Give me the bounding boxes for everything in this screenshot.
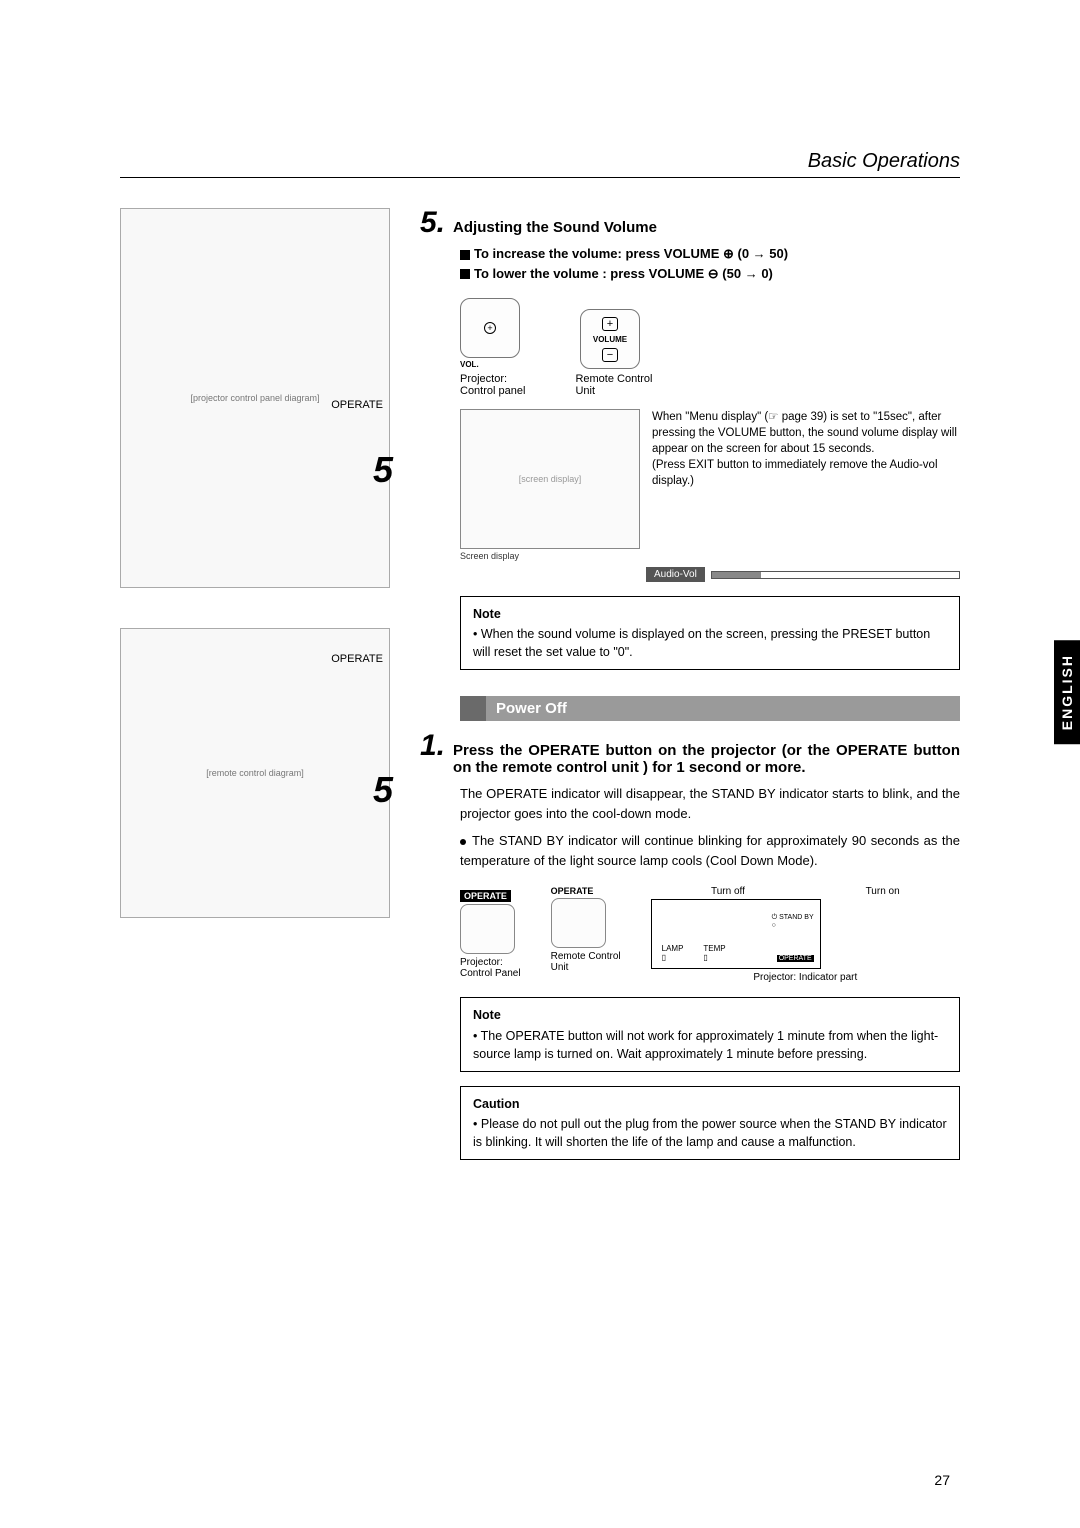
vol-icon-row: + VOL. + VOLUME − bbox=[460, 298, 960, 369]
caution-heading: Caution bbox=[473, 1095, 947, 1113]
plus-btn-icon: + bbox=[602, 317, 618, 331]
indicator-box: ⏻ STAND BY○ LAMP▯ TEMP▯ OPERATE bbox=[651, 899, 821, 969]
increase-line: To increase the volume: press VOLUME ⊕ (… bbox=[474, 246, 788, 261]
projector-vol-icon: + VOL. bbox=[460, 298, 520, 369]
note-body-2: • The OPERATE button will not work for a… bbox=[473, 1027, 947, 1063]
screen-display-illustration: [screen display] bbox=[460, 409, 640, 549]
square-bullet bbox=[460, 250, 470, 260]
turn-on-label: Turn on bbox=[866, 886, 900, 897]
note-heading-1: Note bbox=[473, 605, 947, 623]
operate-row: OPERATE Projector: Control Panel OPERATE… bbox=[460, 886, 960, 983]
step5-num: 5. bbox=[420, 208, 445, 238]
indicator-col: Turn off Turn on ⏻ STAND BY○ LAMP▯ TEMP▯… bbox=[651, 886, 960, 983]
step5-header: 5. Adjusting the Sound Volume bbox=[420, 208, 960, 238]
audio-vol-bar: Audio-Vol bbox=[460, 567, 960, 582]
bullet-dot bbox=[460, 839, 466, 845]
standby-text: STAND BY bbox=[779, 914, 814, 921]
left-column: [projector control panel diagram] OPERAT… bbox=[120, 208, 390, 1160]
operate-proj-col: OPERATE Projector: Control Panel bbox=[460, 886, 521, 979]
poweroff-title: Press the OPERATE button on the projecto… bbox=[453, 742, 960, 776]
poweroff-para1: The OPERATE indicator will disappear, th… bbox=[460, 784, 960, 823]
page-number: 27 bbox=[934, 1472, 950, 1488]
operate-label-inv: OPERATE bbox=[460, 890, 511, 902]
proj-cp-label-2: Projector: Control Panel bbox=[460, 957, 521, 979]
audio-vol-label: Audio-Vol bbox=[646, 567, 705, 582]
step-ref-1: 5 bbox=[373, 449, 393, 491]
remote-diagram: [remote control diagram] OPERATE 5 bbox=[120, 628, 390, 918]
operate-proj-icon bbox=[460, 904, 515, 954]
square-bullet bbox=[460, 269, 470, 279]
remote-unit-label: Remote Control Unit bbox=[575, 373, 652, 397]
vol-label: VOL. bbox=[460, 360, 520, 369]
page-content: Basic Operations [projector control pane… bbox=[120, 150, 960, 1160]
turn-labels: Turn off Turn on bbox=[651, 886, 960, 897]
note-box-2: Note • The OPERATE button will not work … bbox=[460, 997, 960, 1071]
caution-box: Caution • Please do not pull out the plu… bbox=[460, 1086, 960, 1160]
poweroff-step-header: 1. Press the OPERATE button on the proje… bbox=[420, 731, 960, 776]
temp-text: TEMP bbox=[703, 944, 725, 953]
proj-cp-label: Projector: Control panel bbox=[460, 373, 525, 397]
caution-body: • Please do not pull out the plug from t… bbox=[473, 1115, 947, 1151]
operate-remote-col: OPERATE Remote Control Unit bbox=[551, 886, 621, 973]
temp-ind: TEMP▯ bbox=[703, 944, 725, 962]
turn-off-label: Turn off bbox=[711, 886, 745, 897]
remote-vol-icon: + VOLUME − bbox=[580, 309, 640, 369]
indicator-caption: Projector: Indicator part bbox=[651, 972, 960, 983]
operate-callout-2: OPERATE bbox=[331, 653, 383, 665]
menu-display-text: When "Menu display" (☞ page 39) is set t… bbox=[652, 409, 960, 549]
decrease-line: To lower the volume : press VOLUME ⊖ (50… bbox=[474, 266, 773, 281]
header-title: Basic Operations bbox=[120, 150, 960, 178]
audio-fill bbox=[712, 572, 761, 578]
note-body-1: • When the sound volume is displayed on … bbox=[473, 625, 947, 661]
projector-diagram: [projector control panel diagram] OPERAT… bbox=[120, 208, 390, 588]
plus-icon: + bbox=[484, 322, 496, 334]
standby-ind: ⏻ STAND BY○ bbox=[772, 914, 814, 929]
two-column-layout: [projector control panel diagram] OPERAT… bbox=[120, 208, 960, 1160]
poweroff-para2-text: The STAND BY indicator will continue bli… bbox=[460, 833, 960, 868]
screen-caption: Screen display bbox=[460, 551, 960, 561]
icon-labels: Projector: Control panel Remote Control … bbox=[460, 373, 960, 397]
power-off-bar: Power Off bbox=[460, 696, 960, 721]
volume-instructions: To increase the volume: press VOLUME ⊕ (… bbox=[460, 244, 960, 283]
poweroff-num: 1. bbox=[420, 731, 445, 761]
poweroff-para2: The STAND BY indicator will continue bli… bbox=[460, 831, 960, 870]
note-text-1: When the sound volume is displayed on th… bbox=[473, 627, 930, 659]
minus-btn-icon: − bbox=[602, 348, 618, 362]
screen-display-row: [screen display] When "Menu display" (☞ … bbox=[460, 409, 960, 549]
step5-title: Adjusting the Sound Volume bbox=[453, 219, 657, 236]
caution-text: Please do not pull out the plug from the… bbox=[473, 1117, 947, 1149]
remote-label-2: Remote Control Unit bbox=[551, 951, 621, 973]
note-text-2: The OPERATE button will not work for app… bbox=[473, 1029, 938, 1061]
lamp-text: LAMP bbox=[662, 944, 684, 953]
language-tab: ENGLISH bbox=[1054, 640, 1080, 744]
step-ref-2: 5 bbox=[373, 769, 393, 811]
operate-remote-icon bbox=[551, 898, 606, 948]
operate-label-2: OPERATE bbox=[551, 886, 621, 896]
note-heading-2: Note bbox=[473, 1006, 947, 1024]
volume-label: VOLUME bbox=[593, 335, 627, 344]
right-column: 5. Adjusting the Sound Volume To increas… bbox=[420, 208, 960, 1160]
operate-callout-1: OPERATE bbox=[331, 399, 383, 411]
audio-track bbox=[711, 571, 960, 579]
note-box-1: Note • When the sound volume is displaye… bbox=[460, 596, 960, 670]
operate-ind: OPERATE bbox=[777, 955, 814, 962]
lamp-ind: LAMP▯ bbox=[662, 944, 684, 962]
